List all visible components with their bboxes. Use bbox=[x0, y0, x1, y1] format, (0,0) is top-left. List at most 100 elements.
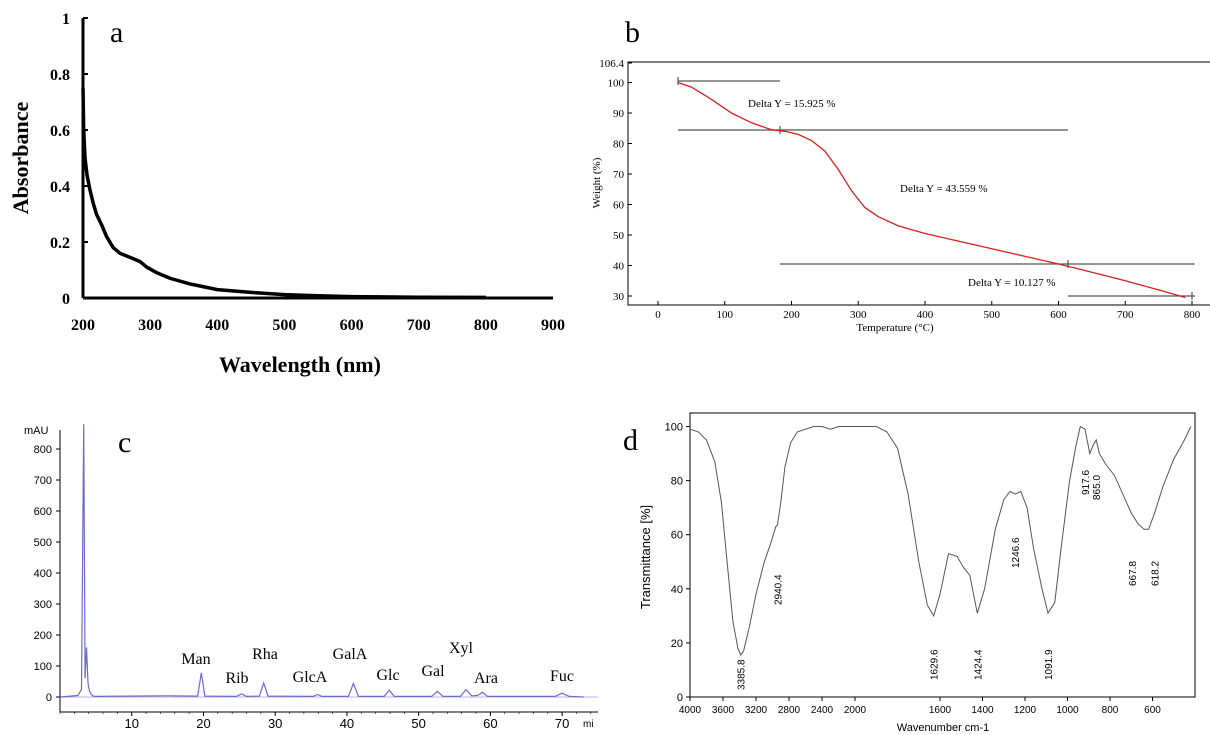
panel-c-peak-label: Fuc bbox=[550, 668, 574, 685]
panel-b-frame bbox=[627, 61, 1210, 306]
panel-b-annotation-1: Delta Y = 15.925 % bbox=[748, 98, 836, 110]
panel-a-y-tick-label: 1 bbox=[62, 11, 70, 28]
panel-d-peak-label: 2940.4 bbox=[773, 574, 784, 605]
panel-a: a 200 300 400 500 600 700 800 900 0 0.2 0.4 0.6 0.8 1… bbox=[8, 11, 565, 377]
panel-d-peak-label: 618.2 bbox=[1151, 561, 1162, 586]
panel-c-x-tick-label: 60 bbox=[483, 716, 497, 731]
panel-c-x-tick-label: 10 bbox=[124, 716, 138, 731]
panel-d-x-tick-label: 3200 bbox=[745, 705, 768, 716]
panel-c-peak-label: GalA bbox=[333, 646, 368, 663]
panel-letter-c: c bbox=[118, 426, 131, 459]
panel-d-x-tick-label: 2400 bbox=[811, 705, 834, 716]
panel-b-annotation-3: Delta Y = 10.127 % bbox=[968, 277, 1056, 289]
panel-a-x-tick-label: 200 bbox=[71, 317, 95, 334]
panel-d-peak-label: 3385.8 bbox=[737, 659, 748, 690]
panel-c-peak-label: Xyl bbox=[449, 640, 474, 657]
panel-c-peak-label: Rha bbox=[252, 646, 278, 663]
panel-letter-b: b bbox=[625, 16, 640, 49]
panel-c-peak-label: Man bbox=[181, 651, 210, 668]
panel-d-peak-label: 1246.6 bbox=[1011, 537, 1022, 568]
panel-b: b 0 100 200 300 400 500 600 700 800 30 40 50 60 70 80 9… bbox=[591, 16, 1210, 334]
panel-c-peak-label: Gal bbox=[421, 663, 445, 680]
panel-c-peak-label: Rib bbox=[225, 670, 248, 687]
panel-d-y-tick-label: 20 bbox=[671, 638, 683, 650]
panel-c-y-tick-label: 0 bbox=[46, 692, 52, 704]
panel-c-x-unit: mi bbox=[583, 719, 594, 730]
panel-b-y-tick-label: 90 bbox=[613, 108, 625, 120]
panel-c-y-tick-label: 400 bbox=[34, 568, 52, 580]
panel-d-x-tick-label: 2800 bbox=[778, 705, 801, 716]
panel-b-x-tick-label: 700 bbox=[1117, 309, 1134, 321]
panel-a-y-tick-label: 0.4 bbox=[50, 179, 70, 196]
panel-c-series-line bbox=[59, 424, 584, 698]
panel-letter-a: a bbox=[110, 16, 123, 49]
panel-b-annotation-2: Delta Y = 43.559 % bbox=[900, 183, 988, 195]
panel-c-y-tick-label: 500 bbox=[34, 537, 52, 549]
panel-d-x-tick-label: 1600 bbox=[929, 705, 952, 716]
panel-d-x-label: Wavenumber cm-1 bbox=[897, 722, 990, 734]
panel-d-x-tick-label: 600 bbox=[1144, 705, 1161, 716]
panel-c: c 10 20 30 40 50 60 70010020030040050060070080… bbox=[24, 424, 598, 731]
panel-b-y-tick-label: 60 bbox=[613, 200, 625, 212]
panel-b-y-tick-label: 30 bbox=[613, 291, 625, 303]
panel-c-x-tick-label: 50 bbox=[411, 716, 425, 731]
panel-a-x-tick-label: 700 bbox=[407, 317, 431, 334]
panel-d-y-label: Transmittance [%] bbox=[638, 505, 653, 609]
panel-b-y-tick-label: 80 bbox=[613, 139, 625, 151]
panel-d-y-tick-label: 40 bbox=[671, 584, 683, 596]
panel-a-y-tick-label: 0.2 bbox=[50, 235, 70, 252]
panel-d-x-tick-label: 2000 bbox=[844, 705, 867, 716]
panel-d-peak-label: 667.8 bbox=[1128, 561, 1139, 586]
panel-a-x-tick-label: 500 bbox=[272, 317, 296, 334]
panel-b-x-tick-label: 600 bbox=[1050, 309, 1067, 321]
panel-d-y-tick-label: 60 bbox=[671, 530, 683, 542]
panel-b-x-label: Temperature (°C) bbox=[856, 322, 934, 334]
panel-d-series-line bbox=[689, 425, 1192, 657]
panel-d-x-tick-label: 1200 bbox=[1014, 705, 1037, 716]
panel-b-x-tick-label: 500 bbox=[984, 309, 1001, 321]
panel-c-x-tick-label: 20 bbox=[196, 716, 210, 731]
panel-d-frame bbox=[689, 412, 1196, 698]
panel-letter-d: d bbox=[623, 424, 638, 457]
panel-d-x-tick-label: 4000 bbox=[679, 705, 702, 716]
panel-d-x-tick-label: 1000 bbox=[1056, 705, 1079, 716]
panel-c-y-tick-label: 100 bbox=[34, 661, 52, 673]
panel-d-x-tick-label: 800 bbox=[1102, 705, 1119, 716]
panel-b-y-label: Weight (%) bbox=[591, 157, 603, 208]
panel-c-y-tick-label: 200 bbox=[34, 630, 52, 642]
panel-d-x-tick-label: 1400 bbox=[971, 705, 994, 716]
panel-c-y-tick-label: 300 bbox=[34, 599, 52, 611]
panel-d-y-tick-label: 100 bbox=[665, 422, 683, 434]
panel-a-x-tick-label: 300 bbox=[138, 317, 162, 334]
panel-b-y-tick-label: 106.4 bbox=[599, 58, 624, 70]
panel-c-y-tick-label: 800 bbox=[34, 444, 52, 456]
panel-d-peak-label: 917.6 bbox=[1081, 470, 1092, 495]
panel-c-peak-label: GlcA bbox=[293, 669, 328, 686]
panel-b-series-line bbox=[677, 81, 1186, 299]
panel-a-y-tick-label: 0 bbox=[62, 291, 70, 308]
panel-d: d 4000 3600 3200 2800 2400 2000 1600 1400 1200 10… bbox=[623, 412, 1196, 734]
panel-b-x-tick-label: 0 bbox=[655, 309, 661, 321]
panel-c-x-tick-label: 70 bbox=[555, 716, 569, 731]
panel-d-y-tick-label: 80 bbox=[671, 476, 683, 488]
panel-a-y-tick-label: 0.6 bbox=[50, 123, 70, 140]
panel-b-y-tick-label: 50 bbox=[613, 230, 625, 242]
panel-b-y-tick-label: 70 bbox=[613, 169, 625, 181]
panel-b-x-tick-label: 400 bbox=[917, 309, 934, 321]
panel-c-y-tick-label: 700 bbox=[34, 475, 52, 487]
panel-a-x-label: Wavelength (nm) bbox=[219, 352, 381, 377]
panel-c-peak-label: Glc bbox=[376, 667, 399, 684]
panel-a-x-tick-label: 800 bbox=[474, 317, 498, 334]
panel-a-y-label: Absorbance bbox=[8, 102, 33, 215]
panel-d-peak-label: 1629.6 bbox=[930, 649, 941, 680]
panel-a-series-line bbox=[81, 87, 486, 300]
panel-a-y-tick-label: 0.8 bbox=[50, 67, 70, 84]
panel-c-y-label: mAU bbox=[24, 425, 49, 437]
panel-d-y-tick-label: 0 bbox=[677, 692, 683, 704]
panel-b-x-tick-label: 200 bbox=[783, 309, 800, 321]
panel-c-peak-label: Ara bbox=[474, 670, 498, 687]
panel-b-x-tick-label: 800 bbox=[1184, 309, 1201, 321]
panel-b-y-tick-label: 40 bbox=[613, 261, 625, 273]
panel-d-peak-label: 1091.9 bbox=[1044, 649, 1055, 680]
